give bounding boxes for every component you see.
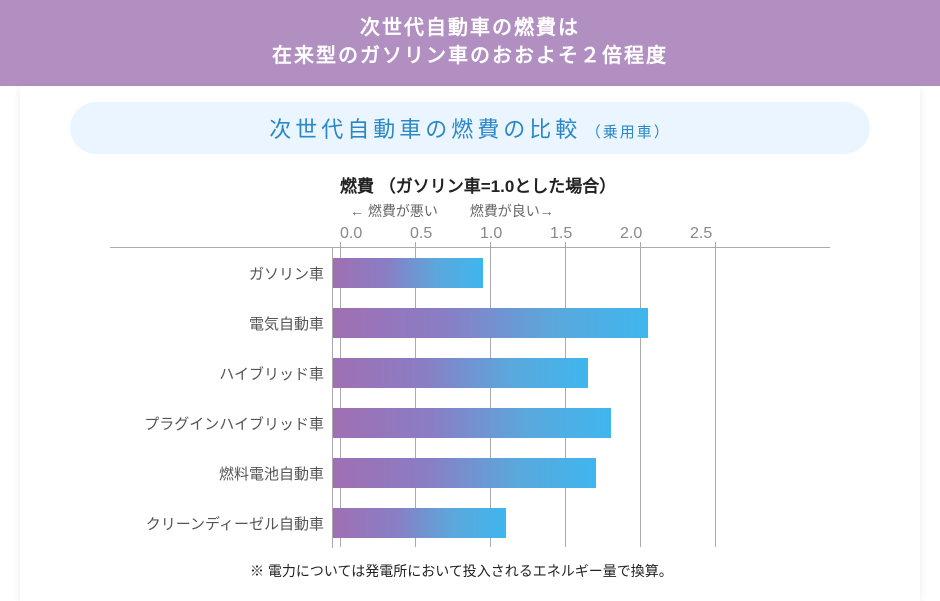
content-card: 次世代自動車の燃費の比較 （乗用車） 燃費 （ガソリン車=1.0とした場合） ←… [20, 86, 920, 601]
bar-track [332, 398, 752, 448]
bar [333, 308, 648, 338]
bar-row: 燃料電池自動車 [110, 448, 830, 498]
chart-title: 燃費 （ガソリン車=1.0とした場合） [340, 172, 830, 197]
plot: ガソリン車電気自動車ハイブリッド車プラグインハイブリッド車燃料電池自動車クリーン… [110, 247, 830, 547]
chart-area: 燃費 （ガソリン車=1.0とした場合） ← 燃費が悪い 燃費が良い→ 0.0 0… [110, 172, 830, 581]
bar-row: 電気自動車 [110, 298, 830, 348]
subtitle-main: 次世代自動車の燃費の比較 [269, 117, 581, 142]
bar-label: 電気自動車 [110, 313, 332, 334]
bar-track [332, 248, 752, 298]
bar-track [332, 448, 752, 498]
header-banner: 次世代自動車の燃費は 在来型のガソリン車のおおよそ２倍程度 [0, 0, 940, 86]
bar-track [332, 498, 752, 548]
banner-line-2: 在来型のガソリン車のおおよそ２倍程度 [0, 42, 940, 70]
bar-row: プラグインハイブリッド車 [110, 398, 830, 448]
bar [333, 508, 506, 538]
axis-hint-worse: ← 燃費が悪い [350, 201, 438, 221]
bar-label: 燃料電池自動車 [110, 463, 332, 484]
x-ticks: 0.0 0.5 1.0 1.5 2.0 2.5 [340, 225, 830, 243]
footnote: ※ 電力については発電所において投入されるエネルギー量で換算。 [250, 561, 830, 581]
bar-row: クリーンディーゼル自動車 [110, 498, 830, 548]
bar [333, 408, 611, 438]
bar [333, 258, 483, 288]
axis-hint: ← 燃費が悪い 燃費が良い→ [350, 201, 830, 221]
tick-label: 2.0 [620, 225, 690, 243]
bar-row: ハイブリッド車 [110, 348, 830, 398]
tick-label: 1.5 [550, 225, 620, 243]
tick-label: 1.0 [480, 225, 550, 243]
bar-track [332, 348, 752, 398]
bar-label: ガソリン車 [110, 263, 332, 284]
axis-hint-better: 燃費が良い→ [470, 201, 554, 221]
subtitle-paren: （乗用車） [586, 124, 671, 141]
tick-label: 0.0 [340, 225, 410, 243]
bars-container: ガソリン車電気自動車ハイブリッド車プラグインハイブリッド車燃料電池自動車クリーン… [110, 248, 830, 548]
bar-label: ハイブリッド車 [110, 363, 332, 384]
subtitle-pill: 次世代自動車の燃費の比較 （乗用車） [70, 102, 870, 154]
bar [333, 358, 588, 388]
tick-label: 0.5 [410, 225, 480, 243]
banner-line-1: 次世代自動車の燃費は [0, 14, 940, 42]
tick-label: 2.5 [690, 225, 760, 243]
bar-label: クリーンディーゼル自動車 [110, 513, 332, 534]
bar-label: プラグインハイブリッド車 [110, 413, 332, 434]
bar-track [332, 298, 752, 348]
bar-row: ガソリン車 [110, 248, 830, 298]
bar [333, 458, 596, 488]
